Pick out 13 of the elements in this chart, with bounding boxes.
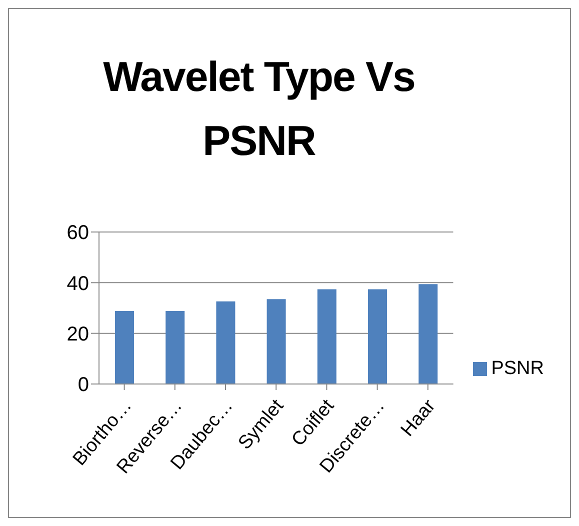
bar [166, 311, 185, 384]
y-tick-label: 20 [66, 323, 89, 346]
bar [266, 299, 286, 384]
bar [418, 284, 438, 384]
legend-label: PSNR [491, 358, 544, 379]
bar [216, 301, 236, 384]
bar [115, 311, 134, 384]
y-tick-label: 40 [66, 272, 89, 295]
y-tick-label: 0 [78, 374, 89, 396]
chart-title: Wavelet Type Vs PSNR [102, 52, 416, 166]
bar [368, 289, 387, 384]
bar [317, 289, 336, 384]
y-tick-label: 60 [66, 222, 89, 244]
